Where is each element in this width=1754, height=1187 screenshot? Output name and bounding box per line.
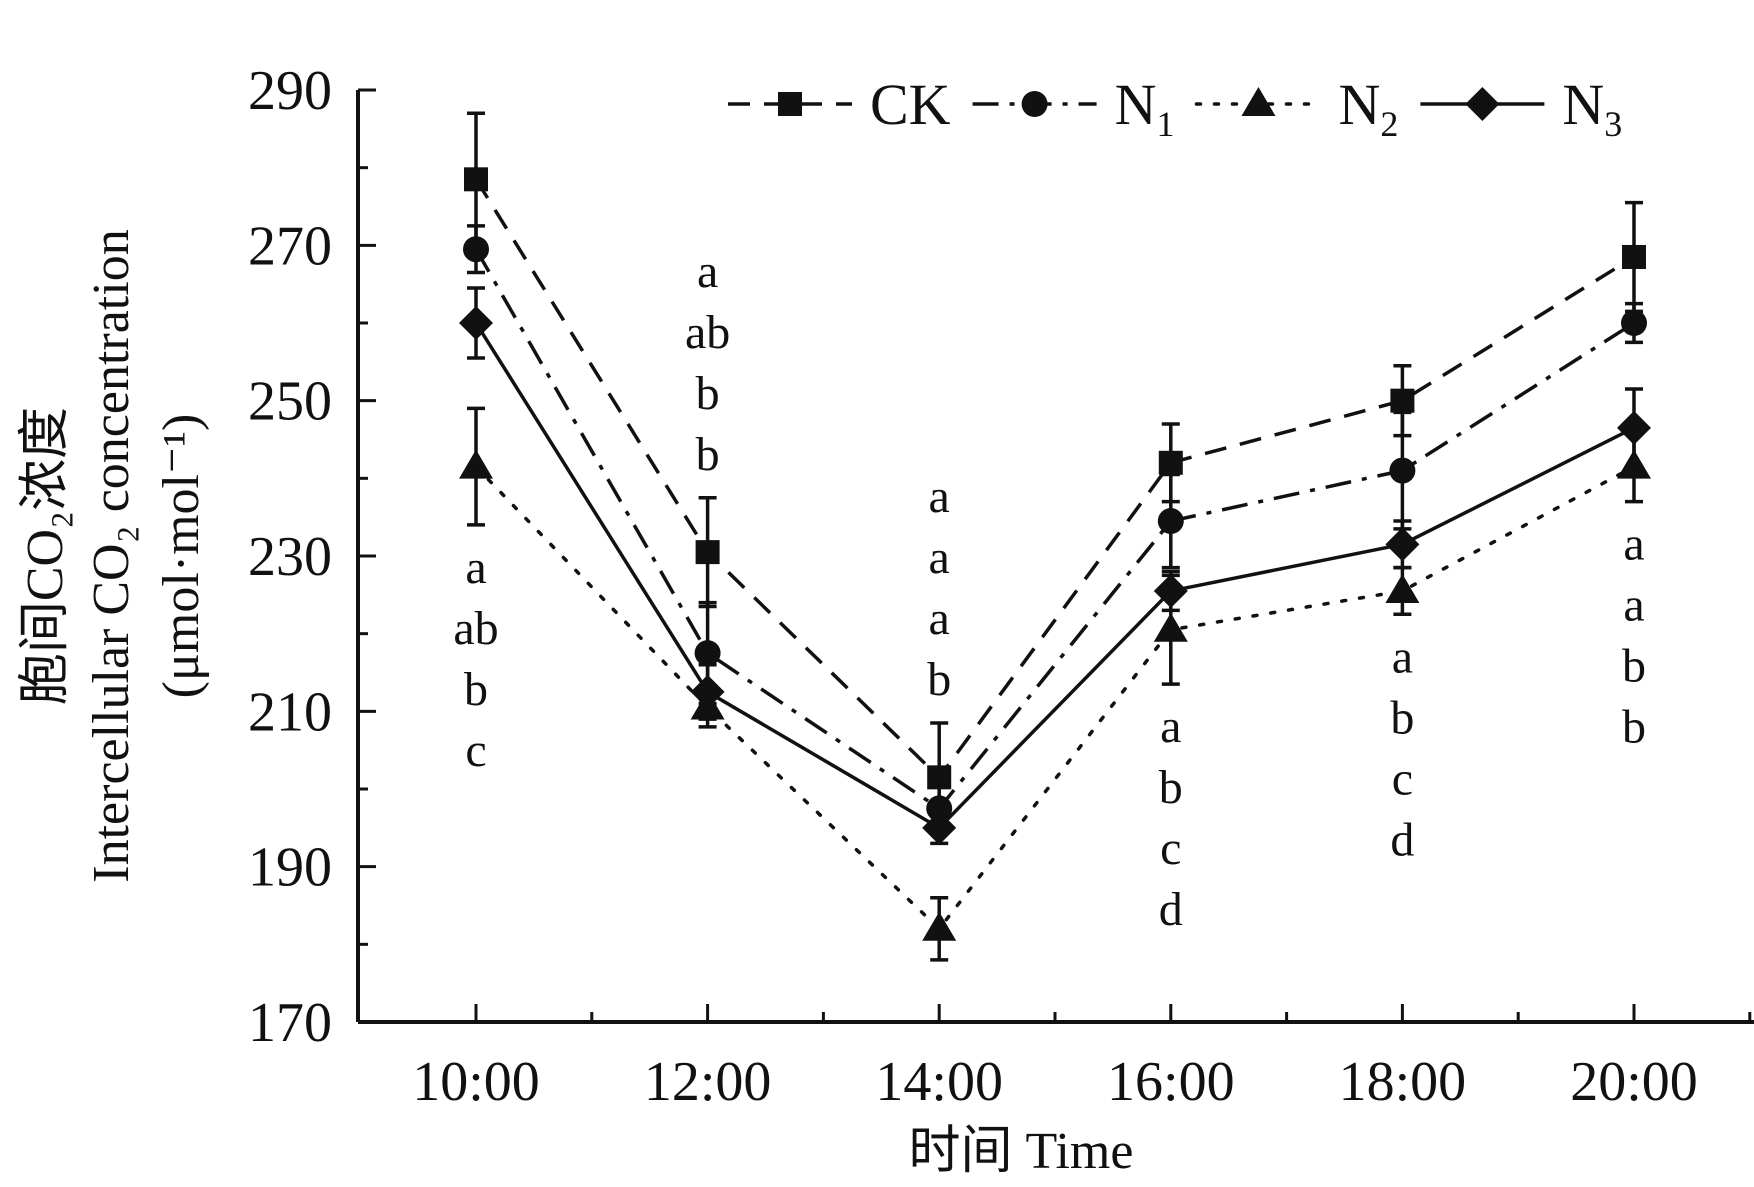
- significance-letter: a: [465, 541, 486, 594]
- marker-diamond: [922, 810, 957, 845]
- marker-triangle: [459, 449, 493, 479]
- x-ticks: 10:00 12:00 14:00 16:00 18:00 20:00: [412, 1004, 1752, 1113]
- significance-letter: b: [1622, 701, 1646, 754]
- marker-circle: [1621, 310, 1647, 336]
- x-tick-label: 10:00: [412, 1051, 540, 1113]
- x-tick-label: 14:00: [875, 1051, 1003, 1113]
- y-tick-label: 170: [248, 992, 332, 1054]
- plot-series: [459, 111, 1651, 962]
- x-tick-label: 12:00: [644, 1051, 772, 1113]
- legend-label: N3: [1562, 72, 1622, 144]
- marker-circle: [694, 640, 721, 667]
- marker-circle: [1157, 508, 1184, 535]
- y-axis-title-chinese: 胞间CO₂浓度: [17, 407, 74, 705]
- marker-circle: [463, 236, 489, 263]
- significance-letter: a: [1623, 518, 1644, 571]
- series-line: [474, 178, 1635, 781]
- legend-item-n2: N2: [1194, 72, 1398, 144]
- legend: CK N1 N2 N3: [728, 72, 1622, 144]
- x-tick-label: 20:00: [1570, 1051, 1698, 1113]
- legend-item-n1: N1: [972, 72, 1175, 144]
- marker-square: [1158, 450, 1183, 475]
- significance-letter: a: [929, 592, 950, 645]
- significance-letter: a: [1392, 630, 1413, 683]
- legend-item-ck: CK: [728, 72, 951, 137]
- significance-letter: d: [1159, 883, 1183, 936]
- marker-diamond: [1465, 87, 1500, 121]
- y-tick-label: 290: [248, 60, 332, 122]
- y-axis-title-unit: (μmol·mol⁻¹): [153, 414, 210, 699]
- significance-letter: b: [1390, 691, 1414, 744]
- significance-letter: b: [464, 663, 488, 716]
- y-tick-label: 250: [248, 371, 332, 433]
- marker-square: [778, 92, 802, 116]
- marker-diamond: [459, 306, 493, 340]
- series-ck: [464, 111, 1646, 834]
- significance-letter: a: [1623, 579, 1644, 632]
- marker-triangle: [1241, 87, 1276, 116]
- marker-triangle: [922, 911, 957, 941]
- significance-letter: b: [1622, 640, 1646, 693]
- significance-letter: a: [929, 531, 950, 584]
- series-n2: [459, 406, 1651, 962]
- series-n1: [463, 224, 1647, 834]
- significance-letter: a: [1160, 700, 1181, 753]
- significance-letter: a: [929, 470, 950, 523]
- marker-circle: [1389, 457, 1416, 484]
- significance-letter: ab: [453, 602, 498, 655]
- legend-label-subscript: 1: [1156, 104, 1174, 144]
- marker-triangle: [1385, 573, 1420, 603]
- marker-square: [1622, 244, 1646, 269]
- x-tick-label: 18:00: [1339, 1051, 1467, 1113]
- axes: [356, 90, 1754, 1024]
- y-axis-title-english: Intercellular CO₂ concentration: [83, 229, 140, 882]
- legend-label-subscript: 3: [1604, 104, 1622, 144]
- significance-letter: ab: [685, 306, 730, 359]
- legend-item-n3: N3: [1420, 72, 1622, 144]
- marker-circle: [1021, 91, 1048, 117]
- significance-letter: a: [697, 245, 718, 298]
- legend-label-subscript: 2: [1380, 104, 1398, 144]
- legend-label: N1: [1115, 72, 1175, 144]
- series-line: [474, 322, 1635, 831]
- significance-letter: b: [696, 367, 720, 420]
- marker-triangle: [1153, 612, 1188, 642]
- significance-letter: b: [1159, 761, 1183, 814]
- marker-diamond: [1617, 410, 1651, 445]
- marker-square: [464, 167, 488, 192]
- legend-label: N2: [1338, 72, 1398, 144]
- x-tick-label: 16:00: [1107, 1051, 1235, 1113]
- marker-square: [695, 540, 720, 565]
- significance-letter: c: [465, 724, 486, 777]
- significance-letter: b: [927, 653, 951, 706]
- marker-square: [1390, 388, 1415, 413]
- marker-diamond: [1385, 527, 1420, 562]
- y-tick-label: 270: [248, 215, 332, 277]
- y-tick-label: 230: [248, 526, 332, 588]
- marker-diamond: [690, 674, 725, 709]
- series-line: [474, 464, 1636, 932]
- significance-letter: c: [1160, 822, 1181, 875]
- significance-letter: d: [1390, 813, 1414, 866]
- significance-letter: b: [696, 428, 720, 481]
- y-tick-label: 190: [248, 837, 332, 899]
- legend-label: CK: [870, 72, 951, 137]
- marker-circle: [926, 795, 953, 822]
- marker-diamond: [1153, 573, 1188, 608]
- series-n3: [459, 286, 1651, 846]
- y-tick-label: 210: [248, 681, 332, 743]
- significance-letter: c: [1392, 752, 1413, 805]
- series-line: [474, 248, 1635, 811]
- y-ticks: 170 190 210 230 250 270 290: [248, 60, 376, 1054]
- y-axis-title: 胞间CO₂浓度 Intercellular CO₂ concentration …: [17, 229, 210, 882]
- x-axis-title: 时间 Time: [909, 1123, 1134, 1180]
